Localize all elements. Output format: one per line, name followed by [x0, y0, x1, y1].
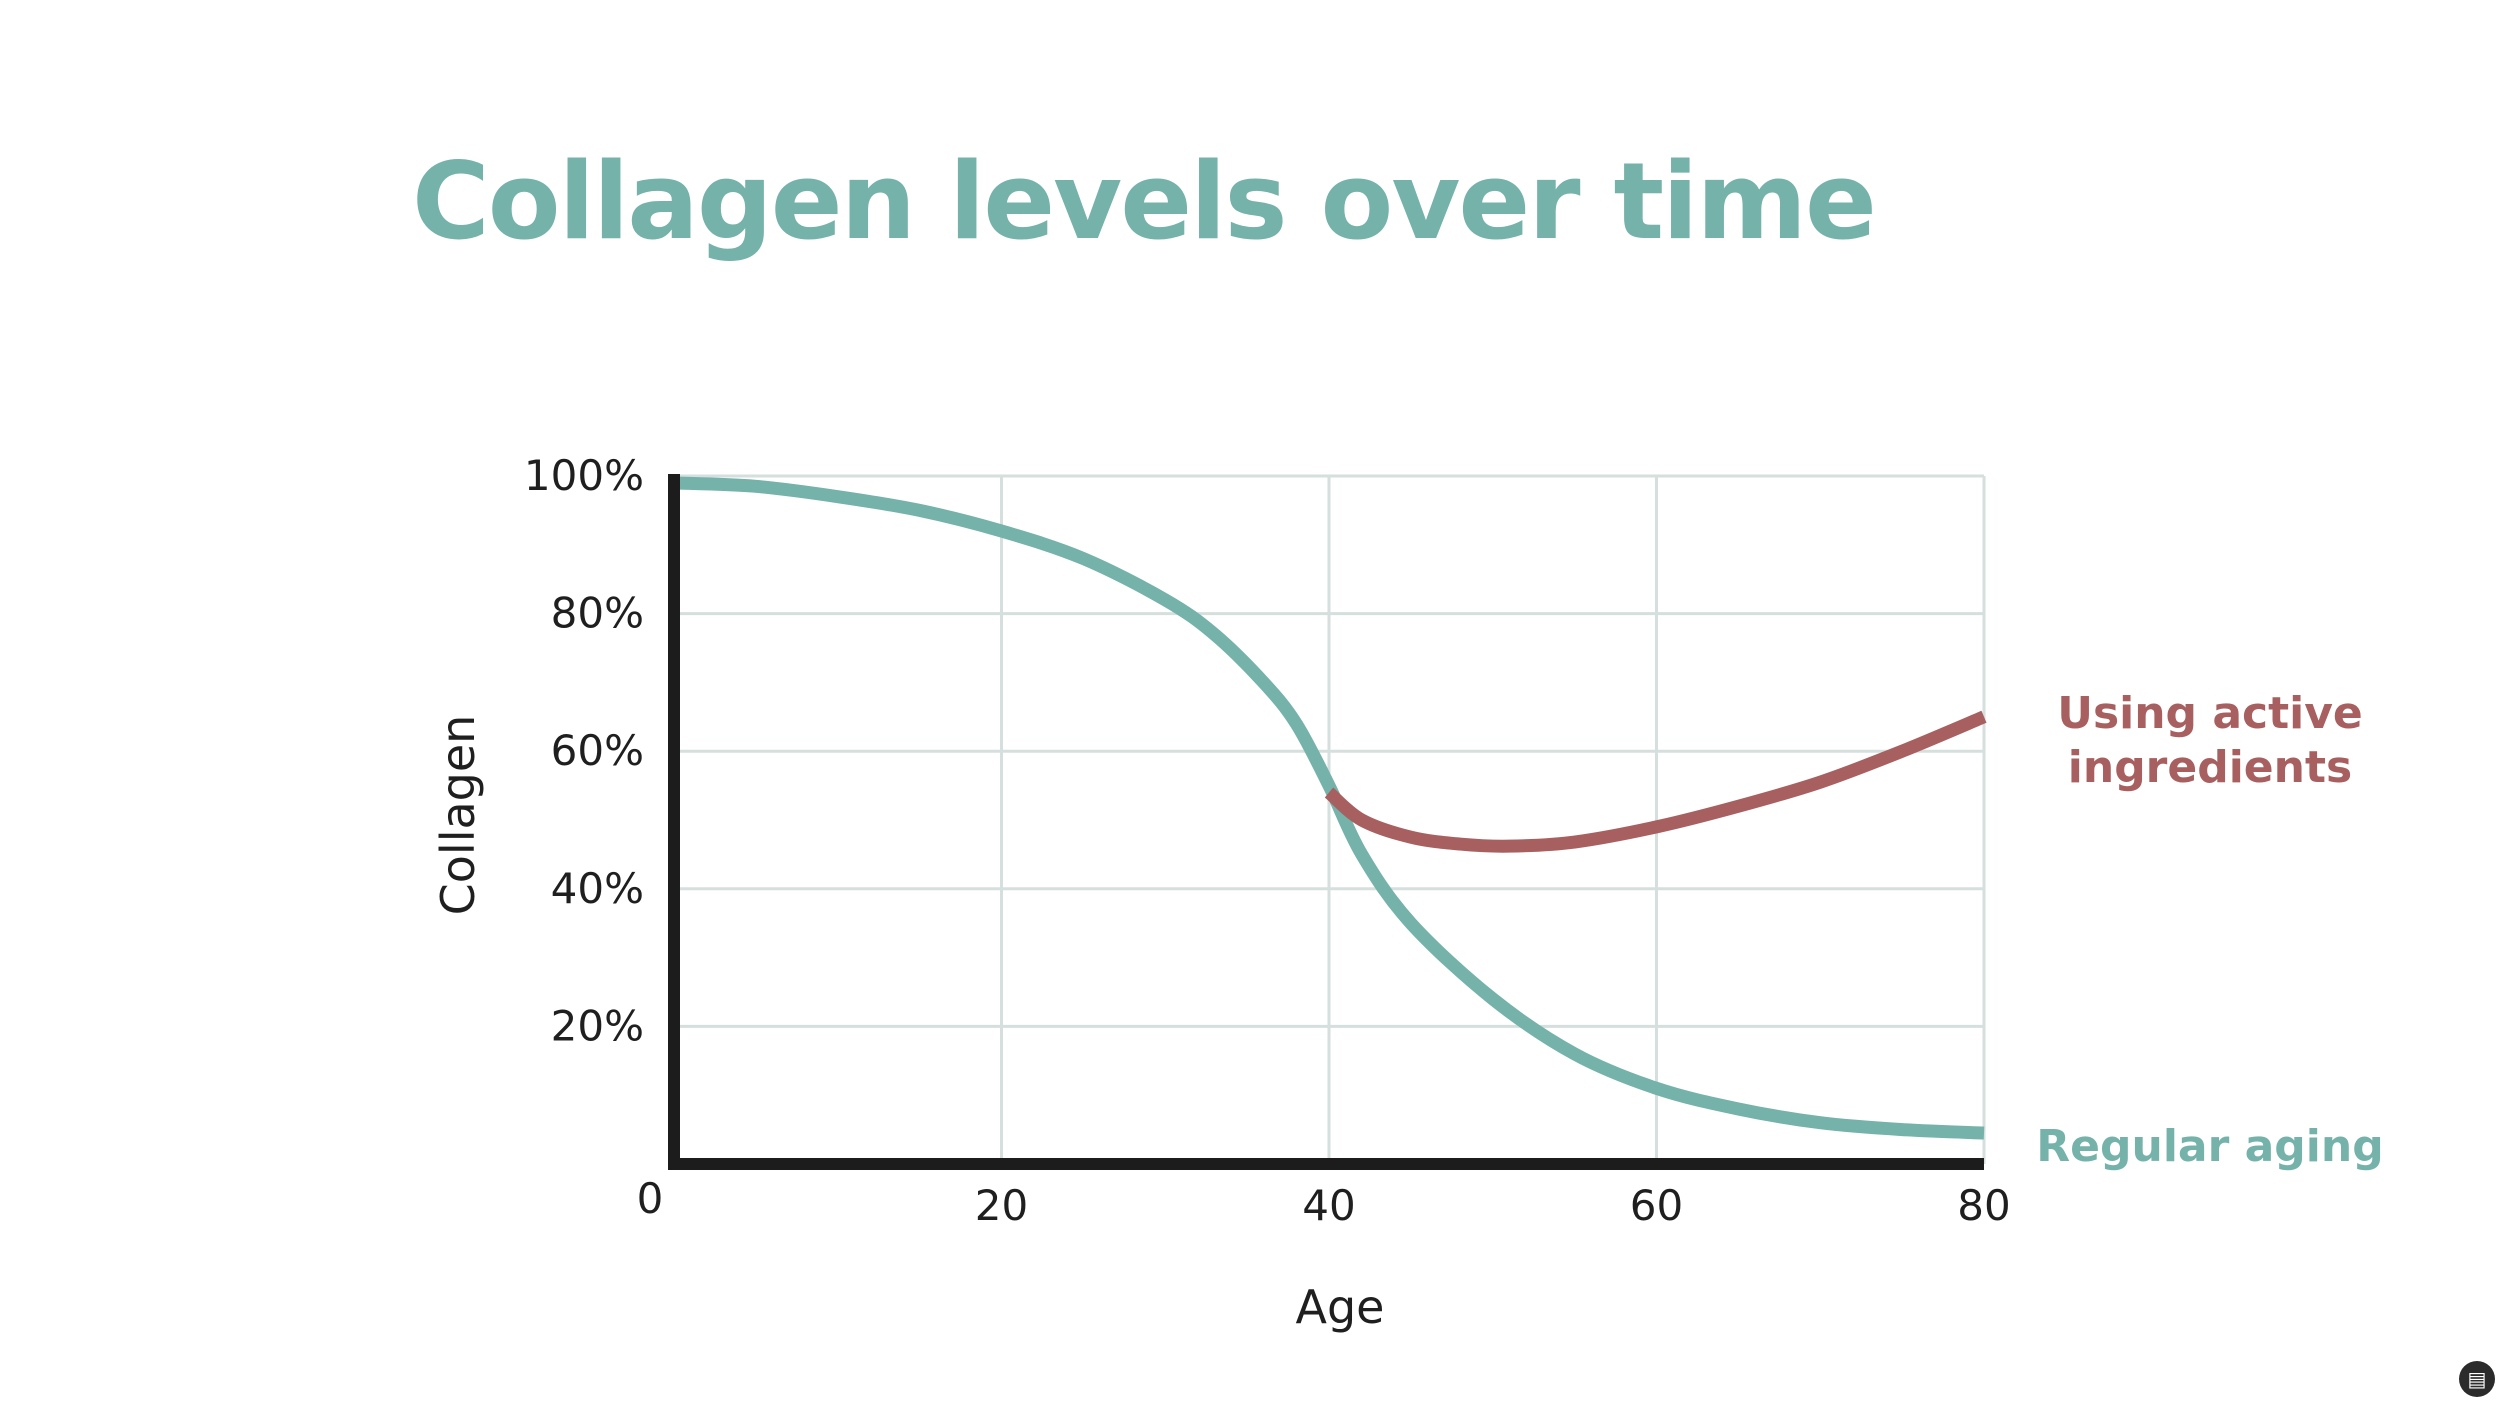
- y-tick-label-40: 40%: [551, 864, 644, 913]
- y-axis-title: Collagen: [431, 715, 485, 916]
- series-line-using-active-ingredients: [1324, 710, 1987, 853]
- caption-icon[interactable]: ▤: [2459, 1361, 2495, 1397]
- grid-lines: [674, 474, 1986, 1164]
- y-tick-label-20: 20%: [551, 1001, 644, 1050]
- series-label-regular: Regular aging: [2036, 1121, 2383, 1172]
- x-tick-label-20: 20: [975, 1181, 1028, 1230]
- series-label-active-line1: Using active: [2057, 688, 2363, 739]
- series-lines: [673, 476, 1987, 1140]
- series-label-active-line2: ingredients: [2068, 742, 2352, 793]
- y-tick-label-80: 80%: [551, 589, 644, 638]
- series-line-regular-aging: [673, 476, 1985, 1140]
- x-tick-label-0: 0: [637, 1174, 664, 1223]
- y-tick-label-60: 60%: [551, 726, 644, 775]
- x-tick-label-40: 40: [1302, 1181, 1355, 1230]
- tick-labels: 20% 40% 60% 80% 100% 0 20 40 60 80: [524, 451, 2011, 1230]
- y-tick-label-100: 100%: [524, 451, 644, 500]
- axes: [668, 474, 1984, 1170]
- x-axis-title: Age: [1296, 1280, 1385, 1334]
- x-tick-label-80: 80: [1957, 1181, 2010, 1230]
- chart-title: Collagen levels over time: [412, 140, 1877, 263]
- x-tick-label-60: 60: [1630, 1181, 1683, 1230]
